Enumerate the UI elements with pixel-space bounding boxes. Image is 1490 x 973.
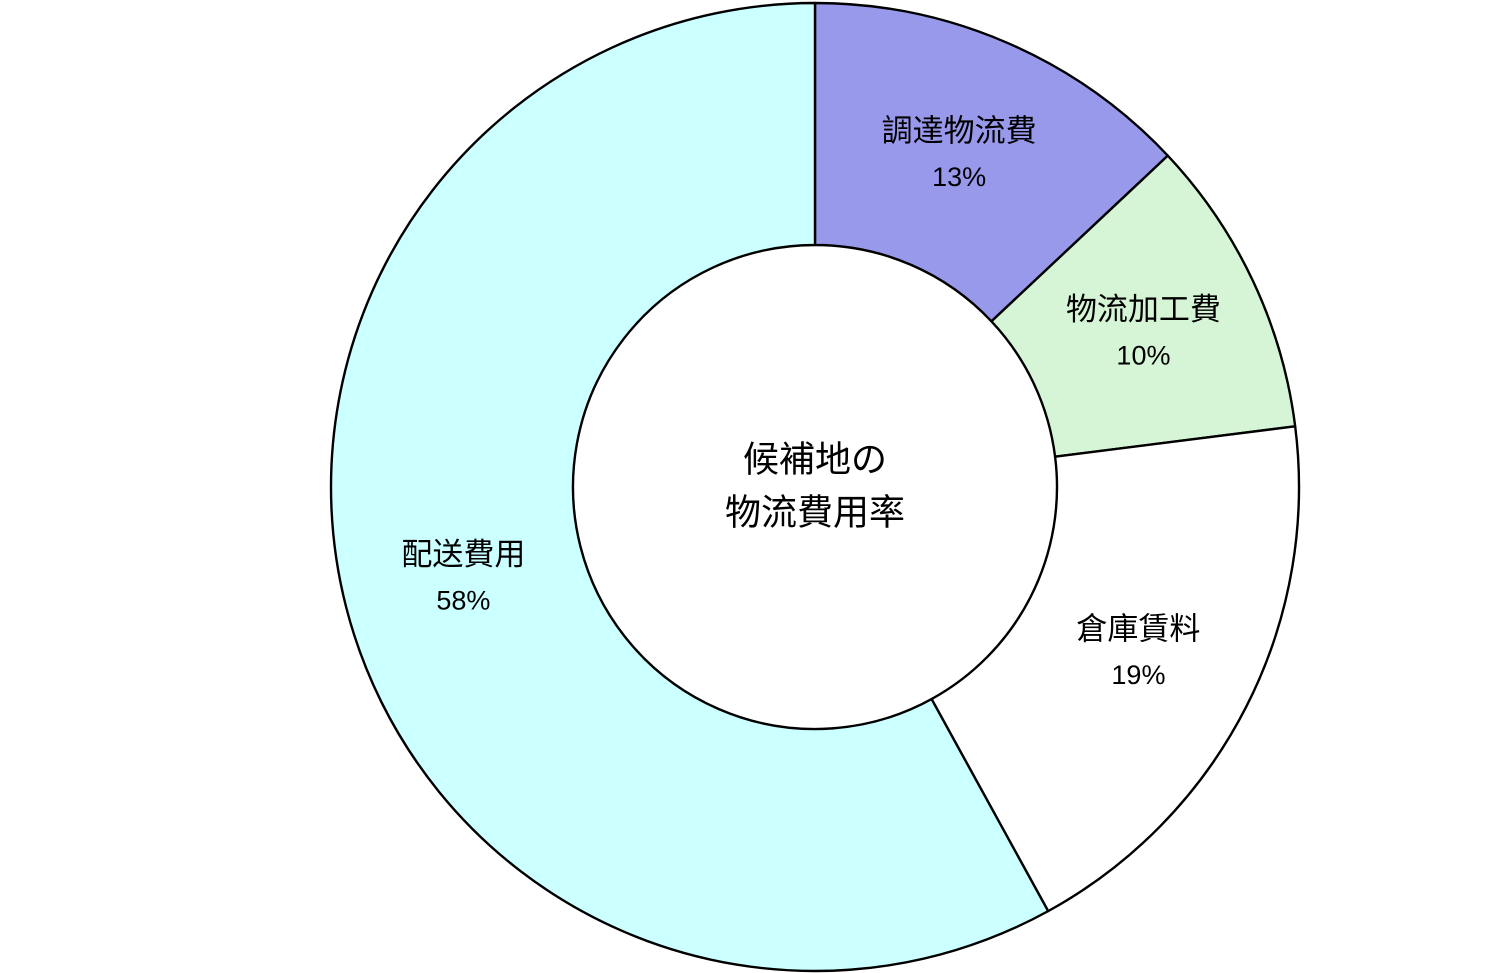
chart-center-title-line-1: 候補地の <box>743 439 887 480</box>
slice-percent-label: 13% <box>932 162 986 192</box>
pie-slice-2 <box>990 154 1297 458</box>
slice-category-label: 配送費用 <box>401 537 525 572</box>
pie-slice-1 <box>813 1 1170 323</box>
slice-percent-label: 10% <box>1116 340 1170 370</box>
slice-label-3: 倉庫賃料 19% <box>1076 611 1200 690</box>
slice-label-1: 調達物流費 13% <box>882 113 1037 192</box>
slice-label-4: 配送費用 58% <box>401 537 525 616</box>
slice-category-label: 物流加工費 <box>1066 292 1221 327</box>
slice-percent-label: 19% <box>1111 660 1165 690</box>
slice-label-2: 物流加工費 10% <box>1066 292 1221 371</box>
pie-slice-3 <box>930 425 1301 913</box>
slice-category-label: 倉庫賃料 <box>1076 611 1200 646</box>
slice-percent-label: 58% <box>436 585 490 615</box>
pie-slice-4 <box>329 1 1050 973</box>
chart-center-title-line-2: 物流費用率 <box>725 492 905 533</box>
slice-category-label: 調達物流費 <box>882 113 1037 148</box>
